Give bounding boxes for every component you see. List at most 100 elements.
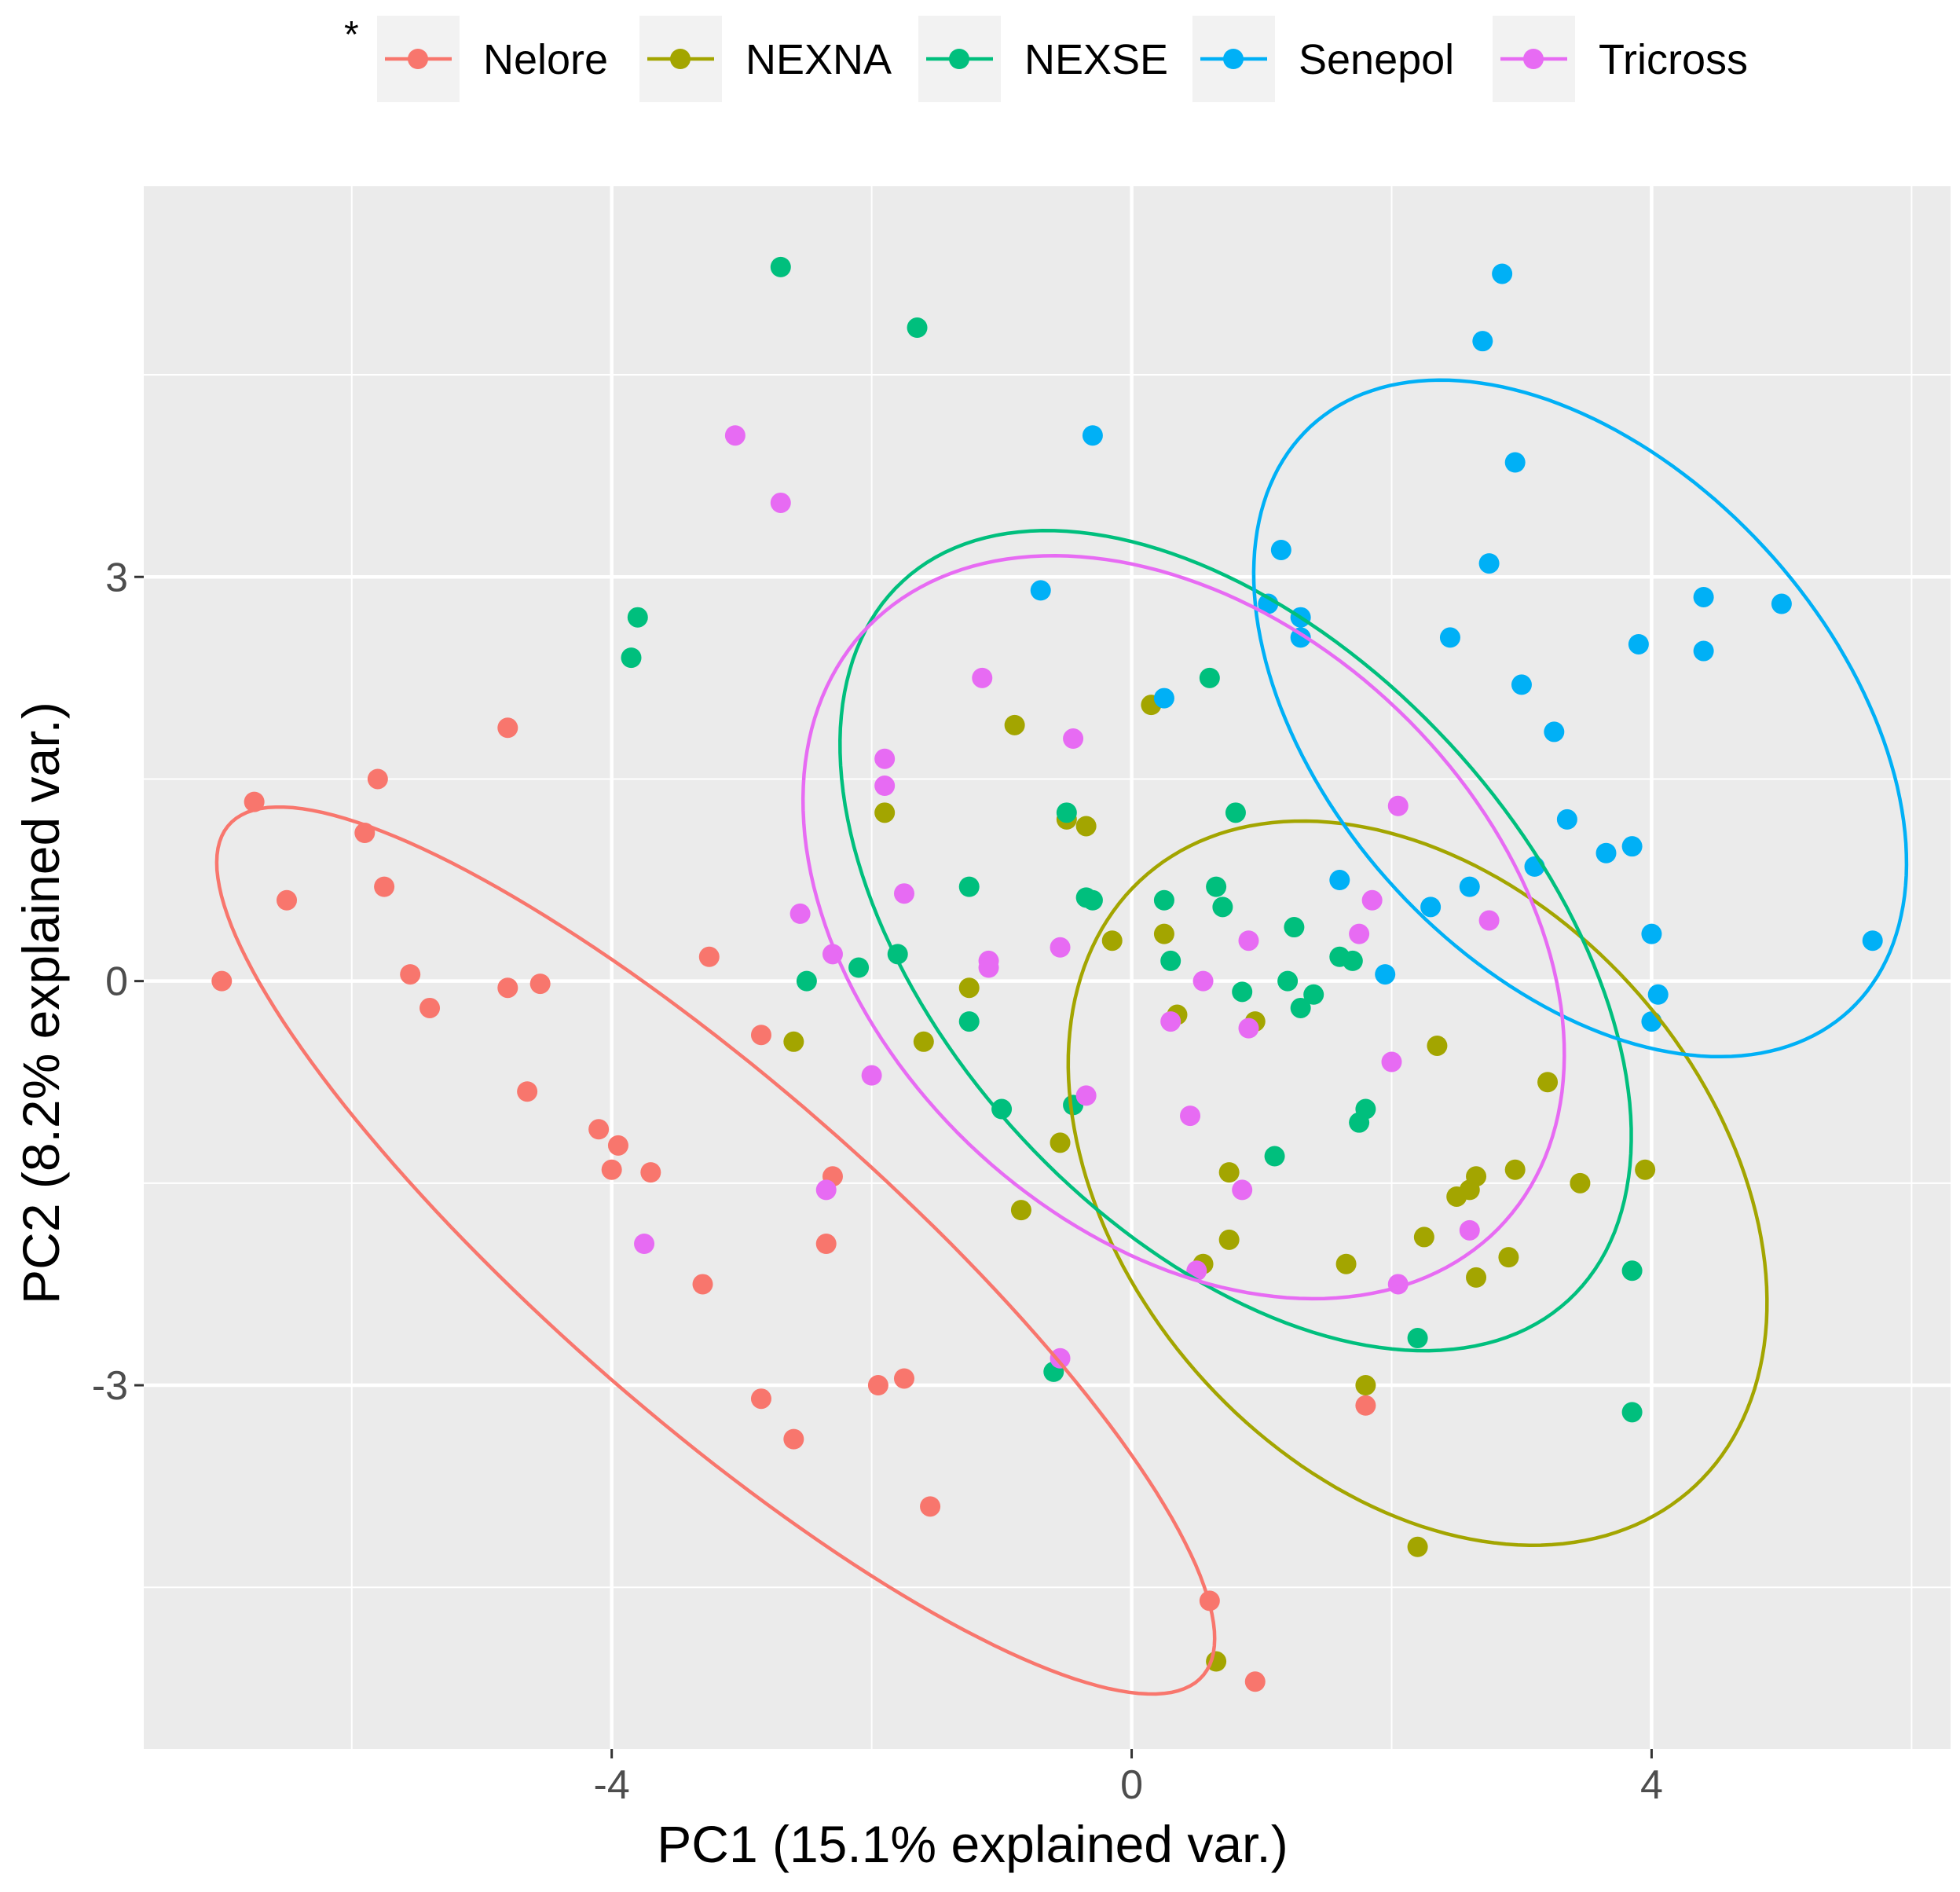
point-senepol <box>1862 930 1883 952</box>
point-nexna <box>1218 1229 1240 1250</box>
point-nexna <box>1537 1072 1559 1093</box>
point-nexna <box>1101 930 1123 952</box>
point-nelore <box>1244 1671 1266 1692</box>
legend: * Nelore NEXNA NEXSE Senepol Tricross <box>344 14 1748 102</box>
point-nexse <box>1342 950 1363 971</box>
point-nexse <box>1290 997 1311 1018</box>
point-nexse <box>1056 802 1077 823</box>
point-senepol <box>1641 923 1662 944</box>
point-tricross <box>1050 937 1071 958</box>
point-nexse <box>1206 876 1227 897</box>
point-nelore <box>750 1388 771 1410</box>
point-senepol <box>1693 640 1714 662</box>
point-senepol <box>1439 627 1460 648</box>
point-nexse <box>1621 1260 1643 1282</box>
point-nelore <box>497 717 518 739</box>
point-nexse <box>1407 1328 1428 1349</box>
point-nexse <box>1232 981 1253 1003</box>
point-senepol <box>1030 580 1051 601</box>
point-senepol <box>1472 331 1493 352</box>
ellipse-nexse <box>838 529 1633 1353</box>
point-nexse <box>848 957 870 978</box>
point-nexse <box>621 647 642 669</box>
point-senepol <box>1641 1011 1662 1032</box>
y-tick-label: 0 <box>105 959 128 1005</box>
point-nexna <box>1413 1226 1434 1248</box>
point-nexna <box>1427 1035 1448 1056</box>
point-tricross <box>1063 728 1084 750</box>
point-tricross <box>1349 923 1370 944</box>
x-tick-label: 0 <box>1120 1762 1143 1808</box>
point-nexse <box>627 607 648 628</box>
point-nexna <box>1075 816 1097 837</box>
point-nexna <box>1504 1159 1526 1180</box>
data-points <box>211 256 1883 1692</box>
point-senepol <box>1511 674 1532 695</box>
point-nelore <box>400 964 421 985</box>
point-tricross <box>1050 1348 1071 1369</box>
point-nexna <box>1004 714 1025 735</box>
point-senepol <box>1478 553 1500 574</box>
point-tricross <box>1160 1011 1181 1032</box>
point-nelore <box>419 997 441 1018</box>
legend-key-dot-nexna <box>670 49 691 69</box>
point-tricross <box>1180 1106 1201 1127</box>
point-senepol <box>1628 633 1649 654</box>
point-nexse <box>991 1098 1013 1120</box>
point-nelore <box>517 1081 538 1102</box>
point-nexse <box>1153 889 1174 911</box>
point-nexna <box>1010 1200 1031 1221</box>
point-nexse <box>958 876 980 897</box>
y-axis-title: PC2 (8.2% explained var.) <box>12 702 70 1304</box>
point-nexna <box>1153 923 1174 944</box>
point-nexse <box>1212 896 1233 918</box>
point-nexse <box>1264 1146 1285 1167</box>
legend-key-dot-senepol <box>1223 49 1244 69</box>
point-nexna <box>1407 1536 1428 1557</box>
point-tricross <box>1232 1179 1253 1201</box>
point-nexna <box>1050 1132 1071 1153</box>
point-nexna <box>1218 1162 1240 1183</box>
point-tricross <box>1238 1018 1259 1039</box>
point-nexna <box>1570 1172 1591 1194</box>
legend-asterisk: * <box>344 14 359 56</box>
point-tricross <box>1238 930 1259 952</box>
point-nexna <box>874 802 896 823</box>
point-senepol <box>1270 539 1291 560</box>
point-nelore <box>497 977 518 999</box>
point-nexse <box>1621 1402 1643 1423</box>
point-tricross <box>1459 1219 1480 1241</box>
point-nexse <box>1284 917 1305 938</box>
legend-label-nexse: NEXSE <box>1024 36 1168 83</box>
point-nexna <box>1635 1159 1656 1180</box>
point-nelore <box>588 1119 610 1140</box>
point-nexse <box>1082 889 1103 911</box>
point-tricross <box>789 903 811 924</box>
point-nexna <box>783 1031 804 1052</box>
point-nelore <box>1355 1395 1376 1416</box>
point-nelore <box>211 970 233 992</box>
y-tick-label: 3 <box>105 555 128 600</box>
legend-key-dot-tricross <box>1523 49 1544 69</box>
point-senepol <box>1459 876 1480 897</box>
point-nelore <box>692 1274 713 1295</box>
legend-label-nexna: NEXNA <box>746 36 892 83</box>
point-tricross <box>1192 970 1214 992</box>
x-axis-ticks: -4 0 4 <box>594 1749 1663 1808</box>
point-nelore <box>640 1162 661 1183</box>
point-senepol <box>1647 984 1669 1005</box>
point-senepol <box>1544 721 1565 742</box>
point-nexse <box>1225 802 1246 823</box>
point-nelore <box>374 876 395 897</box>
legend-label-nelore: Nelore <box>483 36 608 83</box>
point-tricross <box>815 1179 837 1201</box>
point-nexna <box>1498 1247 1519 1268</box>
ellipse-nelore <box>214 805 1217 1696</box>
point-senepol <box>1153 688 1174 709</box>
point-tricross <box>893 883 914 904</box>
point-nelore <box>783 1428 804 1450</box>
point-senepol <box>1595 842 1617 864</box>
point-nexse <box>907 317 928 339</box>
point-tricross <box>978 957 999 978</box>
point-tricross <box>1381 1051 1402 1072</box>
